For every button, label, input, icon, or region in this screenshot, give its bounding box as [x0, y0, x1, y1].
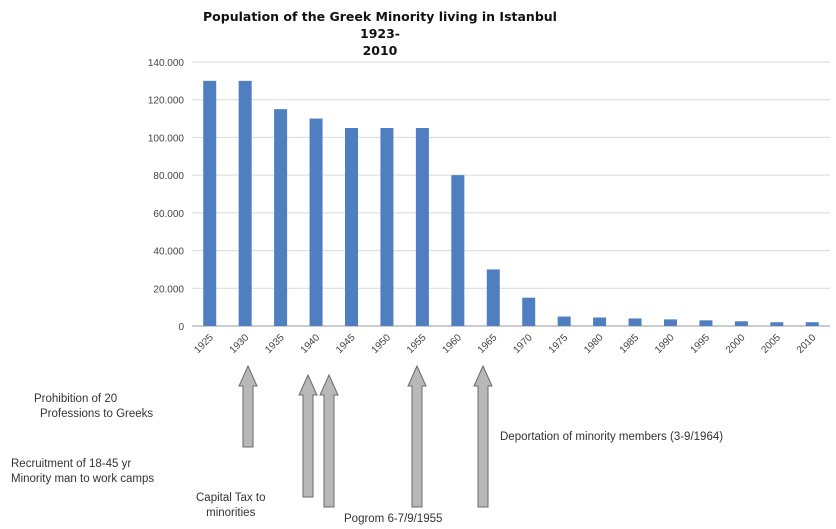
bar-2010 — [805, 322, 819, 326]
note-prohibition: Prohibition of 20 Professions to Greeks — [34, 392, 153, 422]
y-tick-label: 100.000 — [148, 133, 185, 144]
bar-1990 — [664, 319, 677, 326]
y-tick-label: 60.000 — [153, 209, 184, 220]
note-deportation-line-1: Deportation of minority members (3-9/196… — [500, 431, 724, 443]
note-recruitment: Recruitment of 18-45 yr Minority man to … — [11, 457, 154, 487]
bar-2005 — [770, 322, 784, 326]
y-tick-label: 80.000 — [153, 171, 184, 182]
bar-chart: 0 20.000 40.000 60.000 80.000 100.000 120.000 1… — [148, 58, 830, 356]
y-tick-label: 40.000 — [153, 247, 184, 258]
bar-1995 — [699, 320, 713, 326]
bar-1965 — [486, 269, 500, 326]
note-capital-tax: Capital Tax to minorities — [196, 491, 265, 521]
note-pogrom: Pogrom 6-7/9/1955 — [344, 512, 442, 527]
bar-1985 — [628, 318, 642, 326]
bar-1945 — [345, 128, 358, 326]
note-deportation: Deportation of minority members (3-9/196… — [500, 430, 723, 445]
bar-1935 — [274, 109, 288, 327]
bar-1930 — [238, 80, 252, 326]
y-tick-label: 0 — [178, 322, 184, 333]
bar-1970 — [522, 297, 536, 326]
bar-1960 — [451, 175, 465, 326]
arrow-pogrom — [407, 364, 427, 508]
note-prohibition-line-1: Prohibition of 20 — [34, 393, 118, 405]
bar-1950 — [380, 128, 394, 326]
bar-1925 — [203, 80, 217, 326]
arrow-capital-tax — [319, 373, 339, 508]
chart-title-line-1: Population of the Greek Minority living … — [203, 9, 557, 41]
bar-2000 — [734, 321, 748, 326]
note-capital-tax-line-1: Capital Tax to — [196, 492, 266, 504]
y-tick-label: 20.000 — [153, 284, 184, 295]
note-pogrom-line-1: Pogrom 6-7/9/1955 — [344, 513, 443, 525]
arrow-prohibition — [238, 364, 258, 448]
arrow-deportation — [473, 364, 493, 508]
chart-title: Population of the Greek Minority living … — [190, 8, 570, 59]
bar-1955 — [415, 128, 429, 326]
bar-1980 — [593, 317, 607, 326]
note-prohibition-line-2: Professions to Greeks — [40, 408, 154, 420]
arrow-recruitment — [298, 373, 318, 498]
note-recruitment-line-1: Recruitment of 18-45 yr — [11, 458, 132, 470]
note-recruitment-line-2: Minority man to work camps — [11, 473, 155, 485]
y-tick-label: 140.000 — [148, 58, 185, 69]
note-capital-tax-line-2: minorities — [206, 507, 256, 519]
chart-title-line-2: 2010 — [362, 43, 398, 58]
bar-1940 — [309, 118, 323, 326]
bar-1975 — [557, 316, 571, 326]
y-tick-label: 120.000 — [148, 96, 185, 107]
